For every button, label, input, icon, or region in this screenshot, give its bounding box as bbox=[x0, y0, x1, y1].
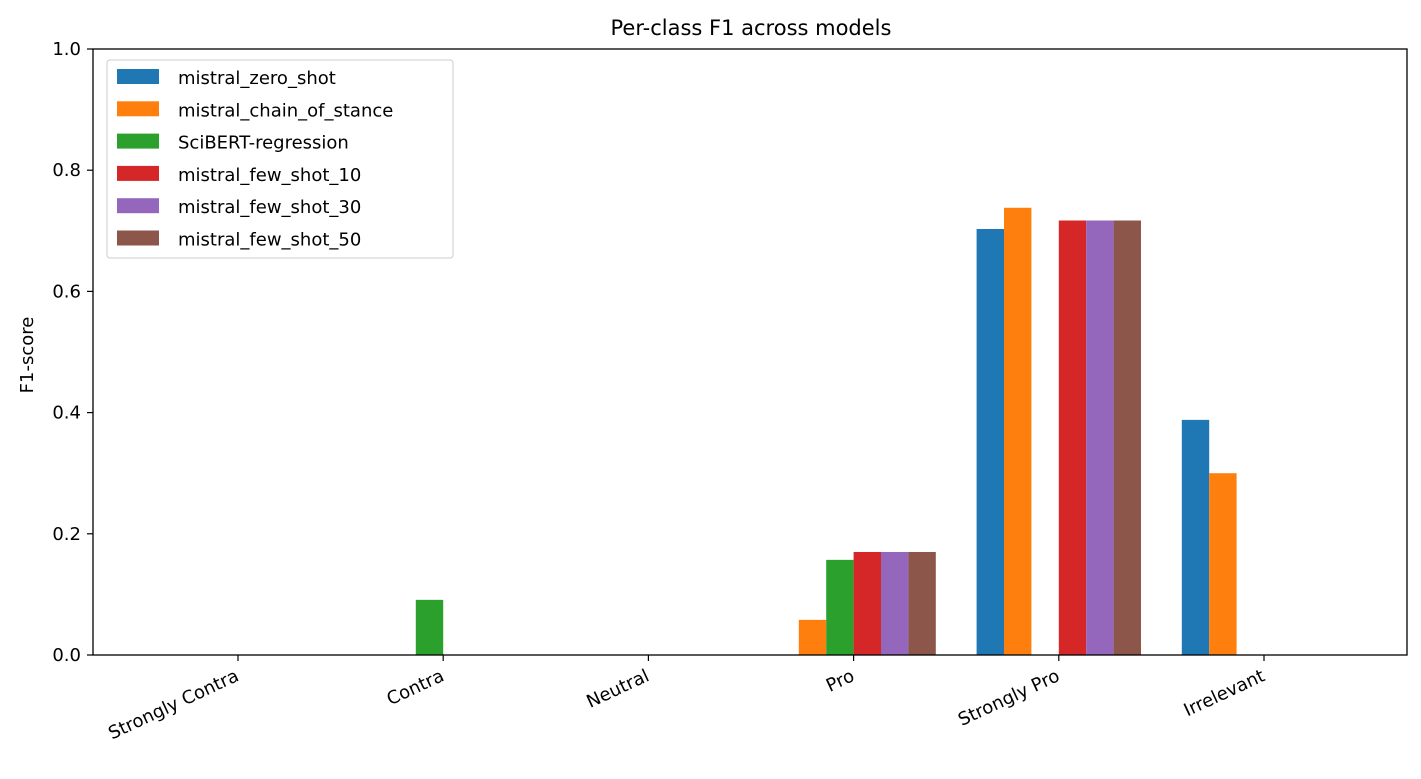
legend-swatch bbox=[117, 133, 159, 149]
bar-mistral_few_shot_30-pro bbox=[881, 551, 909, 655]
legend-swatch bbox=[117, 230, 159, 246]
bar-mistral_few_shot_50-strongly-pro bbox=[1113, 220, 1141, 655]
legend-box bbox=[106, 59, 454, 259]
y-tick-label: 0.4 bbox=[52, 403, 81, 424]
legend-swatch bbox=[117, 165, 159, 181]
legend-label: SciBERT-regression bbox=[178, 133, 349, 154]
x-tick-label: Contra bbox=[384, 665, 448, 710]
x-tick-label: Strongly Pro bbox=[955, 665, 1063, 730]
plot-frame bbox=[92, 48, 1408, 656]
legend-swatch bbox=[117, 198, 159, 214]
x-tick-label: Pro bbox=[823, 665, 858, 696]
legend-swatch bbox=[117, 101, 159, 117]
legend-label: mistral_chain_of_stance bbox=[178, 100, 393, 121]
x-axis: Strongly Contra Contra Neutral Pro Strongly … bbox=[105, 655, 1268, 744]
legend-label: mistral_few_shot_10 bbox=[178, 165, 361, 186]
bar-mistral_chain_of_stance-pro bbox=[798, 619, 827, 655]
y-axis-label: F1-score bbox=[17, 317, 38, 394]
legend-swatch bbox=[117, 69, 159, 84]
y-tick-label: 1.0 bbox=[52, 39, 81, 60]
y-tick-label: 0.6 bbox=[52, 281, 81, 302]
legend: mistral_zero_shot mistral_chain_of_stance… bbox=[106, 59, 454, 259]
bar-mistral_chain_of_stance-strongly-pro bbox=[1004, 207, 1032, 655]
bar-mistral_few_shot_30-strongly-pro bbox=[1086, 220, 1114, 655]
legend-label: mistral_zero_shot bbox=[178, 68, 336, 89]
bars-group bbox=[415, 207, 1237, 656]
chart-title: Per-class F1 across models bbox=[611, 16, 892, 40]
bar-mistral_chain_of_stance-irrelevant bbox=[1209, 473, 1237, 655]
x-tick-label: Neutral bbox=[583, 665, 652, 712]
y-tick-label: 0.0 bbox=[52, 645, 81, 666]
y-tick-label: 0.2 bbox=[52, 524, 81, 545]
x-tick-label: Irrelevant bbox=[1181, 665, 1268, 721]
bar-SciBERT-regression-contra bbox=[415, 599, 444, 655]
legend-label: mistral_few_shot_50 bbox=[178, 230, 361, 251]
legend-label: mistral_few_shot_30 bbox=[178, 197, 361, 218]
y-tick-label: 0.8 bbox=[52, 160, 81, 181]
bar-SciBERT-regression-pro bbox=[826, 559, 854, 655]
y-axis: 0.0 0.2 0.4 0.6 0.8 1.0 bbox=[52, 39, 93, 666]
x-tick-label: Strongly Contra bbox=[105, 665, 242, 744]
bar-mistral_zero_shot-strongly-pro bbox=[976, 228, 1004, 656]
bar-mistral_zero_shot-irrelevant bbox=[1181, 419, 1210, 655]
bar-mistral_few_shot_10-pro bbox=[853, 551, 881, 655]
bar-mistral_few_shot_10-strongly-pro bbox=[1058, 220, 1087, 655]
bar-mistral_few_shot_50-pro bbox=[908, 551, 936, 655]
